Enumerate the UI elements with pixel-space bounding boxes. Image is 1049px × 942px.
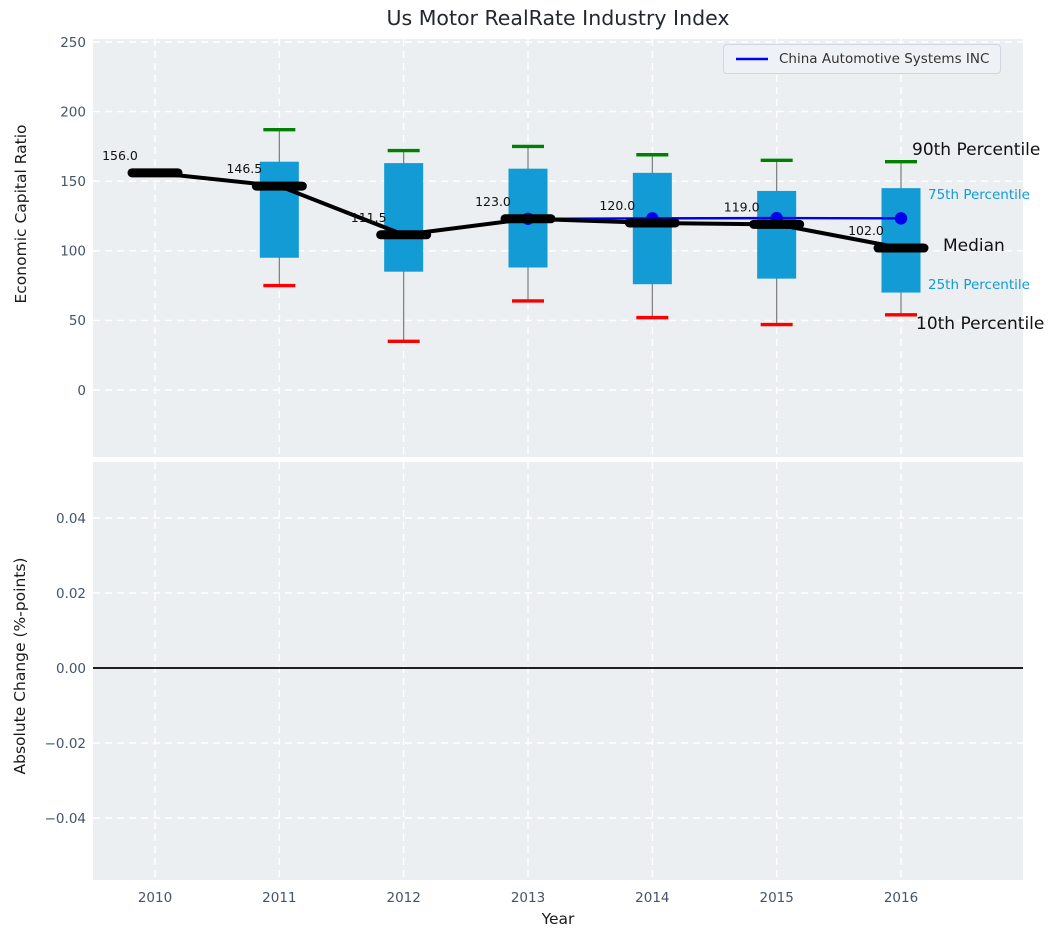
annotation-90th-percentile: 90th Percentile — [912, 140, 1041, 160]
bottom-ytick--0.04: −0.04 — [45, 811, 86, 827]
xtick-2014: 2014 — [635, 890, 669, 906]
bottom-ytick-0: 0.00 — [56, 661, 86, 677]
legend-label: China Automotive Systems INC — [779, 51, 990, 67]
annotation-25th-percentile: 25th Percentile — [928, 277, 1030, 293]
x-axis-label: Year — [541, 910, 575, 928]
top-ytick-0: 0 — [77, 383, 86, 399]
top-plot-area — [93, 39, 1023, 457]
chart-title: Us Motor RealRate Industry Index — [386, 6, 730, 30]
top-ytick-100: 100 — [60, 244, 86, 260]
top-ytick-150: 150 — [60, 174, 86, 190]
legend-line-sample — [736, 57, 768, 61]
top-ytick-50: 50 — [69, 313, 86, 329]
top-y-axis-label: Economic Capital Ratio — [12, 124, 30, 304]
xtick-2015: 2015 — [759, 890, 793, 906]
bottom-ytick-0.04: 0.04 — [56, 511, 86, 527]
bottom-ytick--0.02: −0.02 — [45, 736, 86, 752]
bottom-y-axis-label: Absolute Change (%-points) — [11, 557, 29, 775]
xtick-2013: 2013 — [511, 890, 545, 906]
bottom-plot-area — [93, 462, 1023, 880]
xtick-2010: 2010 — [138, 890, 172, 906]
legend: China Automotive Systems INC — [723, 44, 1002, 74]
bottom-ytick-0.02: 0.02 — [56, 586, 86, 602]
xtick-2012: 2012 — [386, 890, 420, 906]
xtick-2011: 2011 — [262, 890, 296, 906]
xtick-2016: 2016 — [884, 890, 918, 906]
annotation-median: Median — [943, 236, 1005, 256]
annotation-10th-percentile: 10th Percentile — [916, 314, 1045, 334]
top-ytick-200: 200 — [60, 104, 86, 120]
annotation-75th-percentile: 75th Percentile — [928, 187, 1030, 203]
top-ytick-250: 250 — [60, 35, 86, 51]
